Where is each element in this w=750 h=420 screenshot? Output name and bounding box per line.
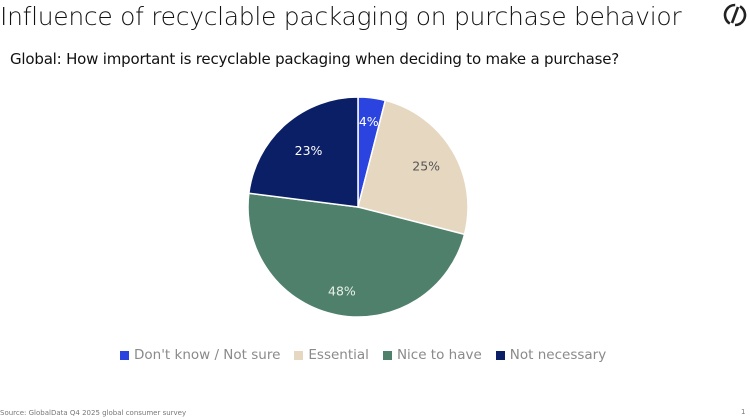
pie-slice-label: 4% bbox=[359, 114, 379, 129]
pie-slice-nice-to-have bbox=[247, 192, 466, 318]
legend-item: Don't know / Not sure bbox=[120, 347, 280, 363]
pie-slice-label: 23% bbox=[295, 143, 323, 158]
legend-label: Don't know / Not sure bbox=[134, 347, 281, 363]
legend-item: Not necessary bbox=[495, 347, 607, 363]
legend-label: Not necessary bbox=[509, 347, 607, 363]
legend-swatch-icon bbox=[120, 350, 129, 360]
page-number: 1 bbox=[741, 408, 746, 416]
legend-label: Essential bbox=[308, 347, 369, 363]
legend-swatch-icon bbox=[294, 350, 304, 360]
page-title: Influence of recyclable packaging on pur… bbox=[0, 2, 682, 31]
pie-slice-label: 25% bbox=[412, 159, 440, 174]
legend-label: Nice to have bbox=[396, 347, 482, 363]
pie-slice-not-necessary bbox=[248, 96, 359, 208]
pie-labels: 4% 25% 48% 23% bbox=[295, 114, 441, 298]
pie-slice-label: 48% bbox=[328, 283, 356, 298]
pie-slices bbox=[247, 96, 469, 318]
pie-slice-essential bbox=[357, 99, 469, 236]
globaldata-logo-icon bbox=[723, 3, 747, 27]
source-note: Source: GlobalData Q4 2025 global consum… bbox=[0, 409, 187, 417]
chart-subtitle: Global: How important is recyclable pack… bbox=[10, 50, 620, 68]
legend-item: Nice to have bbox=[382, 347, 482, 363]
legend-item: Essential bbox=[294, 347, 369, 363]
legend-swatch-icon bbox=[495, 350, 505, 360]
chart-legend: Don't know / Not sure Essential Nice to ha… bbox=[120, 347, 606, 363]
legend-swatch-icon bbox=[382, 350, 392, 360]
